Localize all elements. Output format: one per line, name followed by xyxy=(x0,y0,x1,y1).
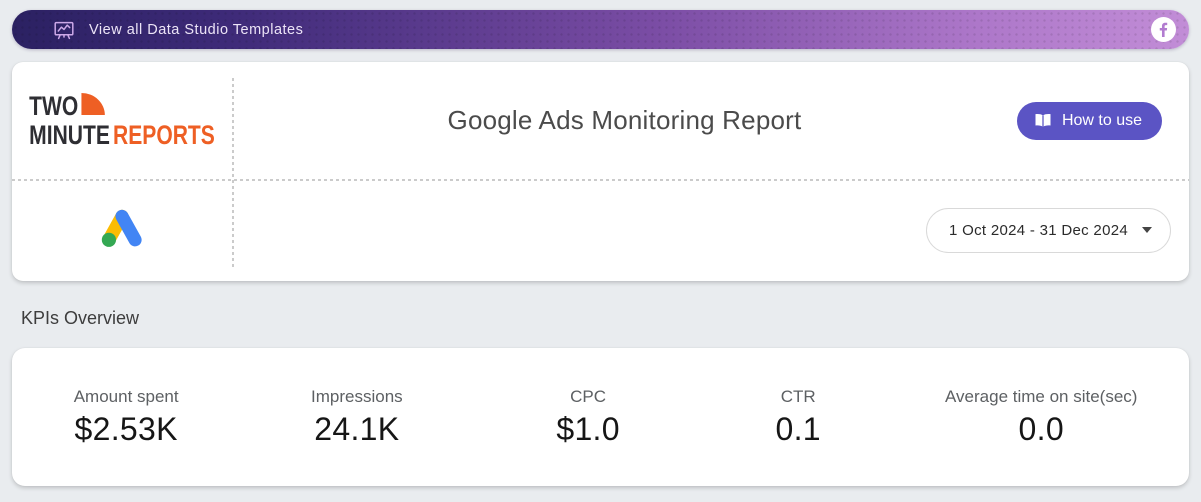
presentation-chart-icon xyxy=(52,18,76,42)
kpi-amount-spent: Amount spent $2.53K xyxy=(12,348,240,486)
kpi-average-time-on-site: Average time on site(sec) 0.0 xyxy=(894,348,1189,486)
header-top-row: TWO MINUTE REPORTS Google Ads Monitoring… xyxy=(12,62,1189,179)
date-range-value: 1 Oct 2024 - 31 Dec 2024 xyxy=(949,221,1128,239)
logo-word-reports: REPORTS xyxy=(113,119,215,150)
kpi-value: 0.1 xyxy=(775,410,821,447)
kpi-impressions: Impressions 24.1K xyxy=(240,348,473,486)
page-title: Google Ads Monitoring Report xyxy=(447,105,802,135)
open-book-icon xyxy=(1033,111,1053,131)
banner-label[interactable]: View all Data Studio Templates xyxy=(89,21,304,38)
kpi-label: Average time on site(sec) xyxy=(945,386,1138,406)
kpi-label: CTR xyxy=(780,386,816,406)
kpi-label: CPC xyxy=(570,386,607,406)
two-minute-reports-logo: TWO MINUTE REPORTS xyxy=(29,90,215,150)
kpis-overview-title: KPIs Overview xyxy=(21,308,140,328)
kpi-overview-card: Amount spent $2.53K Impressions 24.1K CP… xyxy=(12,348,1189,486)
how-to-use-button[interactable]: How to use xyxy=(1016,101,1162,140)
kpi-ctr: CTR 0.1 xyxy=(703,348,894,486)
header-bottom-row: 1 Oct 2024 - 31 Dec 2024 xyxy=(12,179,1189,281)
kpi-value: $2.53K xyxy=(74,410,178,447)
kpi-cpc: CPC $1.0 xyxy=(473,348,703,486)
kpi-label: Impressions xyxy=(311,386,403,406)
date-range-selector[interactable]: 1 Oct 2024 - 31 Dec 2024 xyxy=(926,207,1171,253)
caret-down-icon xyxy=(1142,227,1152,233)
report-header-card: TWO MINUTE REPORTS Google Ads Monitoring… xyxy=(12,62,1189,281)
horizontal-dashed-divider xyxy=(12,179,1189,181)
google-ads-icon xyxy=(94,206,150,254)
kpi-value: 24.1K xyxy=(314,410,400,447)
logo-word-two: TWO xyxy=(29,90,79,121)
facebook-icon[interactable] xyxy=(1151,17,1176,42)
vertical-dashed-divider xyxy=(232,78,234,269)
kpi-value: 0.0 xyxy=(1018,410,1064,447)
kpi-value: $1.0 xyxy=(556,410,620,447)
templates-banner[interactable]: View all Data Studio Templates xyxy=(12,10,1189,49)
how-to-use-label: How to use xyxy=(1061,111,1142,129)
logo-quarter-circle-mark xyxy=(81,92,105,115)
kpi-label: Amount spent xyxy=(73,386,179,406)
logo-word-minute: MINUTE xyxy=(29,119,110,150)
